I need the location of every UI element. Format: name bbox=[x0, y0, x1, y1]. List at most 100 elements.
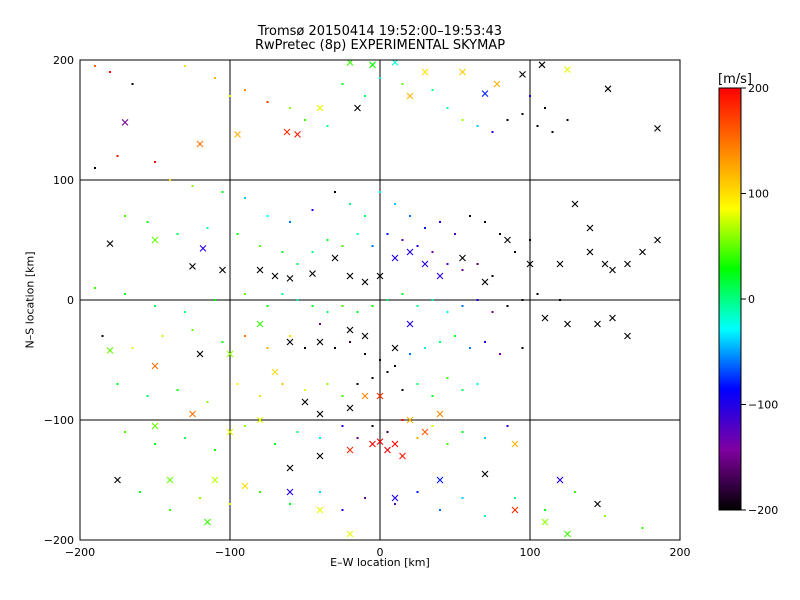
dot-point bbox=[401, 239, 404, 241]
cross-point bbox=[556, 260, 564, 268]
dot-point bbox=[446, 311, 449, 313]
dot-point bbox=[574, 491, 576, 493]
dot-point bbox=[461, 431, 464, 433]
dot-point bbox=[169, 179, 171, 181]
cross-point bbox=[493, 80, 501, 88]
cross-point bbox=[376, 438, 384, 445]
dot-point bbox=[356, 311, 359, 313]
dot-point bbox=[416, 305, 419, 307]
dot-point bbox=[191, 329, 194, 331]
dot-point bbox=[109, 71, 111, 73]
dot-point bbox=[289, 503, 291, 505]
dot-point bbox=[439, 221, 441, 223]
x-tick-label: 100 bbox=[520, 546, 541, 559]
cross-point bbox=[346, 446, 354, 454]
cross-point bbox=[331, 254, 339, 262]
dot-point bbox=[536, 293, 539, 295]
dot-point bbox=[244, 425, 246, 427]
x-axis-label: E–W location [km] bbox=[330, 556, 430, 569]
dot-point bbox=[364, 353, 366, 355]
dot-point bbox=[229, 503, 231, 505]
dot-point bbox=[304, 389, 306, 391]
cross-point bbox=[106, 240, 114, 247]
cross-point bbox=[241, 482, 249, 490]
cross-point bbox=[361, 392, 369, 400]
dot-point bbox=[394, 365, 396, 367]
x-tick-label: −100 bbox=[215, 546, 245, 559]
x-tick-label: −200 bbox=[65, 546, 95, 559]
dot-point bbox=[431, 251, 434, 253]
dot-point bbox=[409, 215, 411, 217]
dot-point bbox=[304, 347, 306, 349]
dot-point bbox=[371, 425, 374, 427]
cross-point bbox=[204, 518, 211, 526]
cross-point bbox=[354, 104, 361, 112]
cross-point bbox=[346, 272, 354, 280]
cross-point bbox=[361, 332, 369, 340]
cross-point bbox=[459, 254, 466, 262]
dot-point bbox=[244, 335, 246, 337]
dot-point bbox=[416, 383, 419, 385]
dot-point bbox=[124, 215, 126, 217]
cross-point bbox=[316, 506, 324, 514]
dot-point bbox=[221, 341, 224, 343]
cross-point bbox=[564, 530, 571, 538]
cross-point bbox=[226, 350, 234, 358]
dot-point bbox=[499, 233, 501, 235]
dot-point bbox=[281, 251, 284, 253]
dot-point bbox=[131, 347, 134, 349]
dot-point bbox=[476, 383, 479, 385]
dot-point bbox=[116, 383, 119, 385]
cross-point bbox=[271, 272, 279, 280]
y-tick-label: 100 bbox=[53, 174, 74, 187]
cross-point bbox=[594, 500, 601, 508]
dot-point bbox=[461, 119, 464, 121]
dot-point bbox=[641, 527, 644, 529]
cross-point bbox=[316, 452, 324, 460]
cross-point bbox=[594, 320, 601, 328]
dot-point bbox=[566, 119, 569, 121]
dot-point bbox=[469, 347, 471, 349]
colorbar-tick-label: −100 bbox=[748, 399, 778, 412]
dot-point bbox=[266, 347, 269, 349]
dot-point bbox=[229, 95, 231, 97]
dot-point bbox=[506, 425, 509, 427]
y-axis-label: N–S location [km] bbox=[23, 251, 37, 349]
cross-point bbox=[316, 104, 324, 112]
dot-point bbox=[446, 107, 449, 109]
dot-point bbox=[184, 311, 186, 313]
cross-point bbox=[384, 446, 391, 454]
dot-point bbox=[146, 395, 149, 397]
cross-point bbox=[391, 494, 399, 502]
dot-point bbox=[236, 383, 239, 385]
dot-point bbox=[356, 233, 359, 235]
dot-point bbox=[386, 371, 389, 373]
dot-point bbox=[371, 245, 374, 247]
dot-point bbox=[184, 65, 186, 67]
dot-point bbox=[244, 293, 246, 295]
dot-point bbox=[424, 227, 426, 229]
dot-point bbox=[431, 89, 434, 91]
cross-point bbox=[121, 119, 129, 126]
dot-point bbox=[454, 233, 456, 235]
dot-point bbox=[341, 425, 344, 427]
cross-point bbox=[406, 416, 414, 424]
cross-point bbox=[369, 440, 376, 448]
dot-point bbox=[401, 419, 404, 421]
cross-point bbox=[609, 314, 616, 322]
dot-point bbox=[491, 275, 494, 277]
dot-point bbox=[506, 305, 509, 307]
cross-point bbox=[151, 236, 159, 244]
dot-point bbox=[311, 251, 314, 253]
dot-point bbox=[356, 383, 359, 385]
dot-point bbox=[521, 113, 524, 115]
dot-point bbox=[514, 251, 516, 253]
data-points bbox=[94, 60, 661, 538]
cross-point bbox=[199, 245, 207, 252]
cross-point bbox=[226, 428, 234, 436]
cross-point bbox=[234, 131, 241, 138]
cross-point bbox=[504, 236, 511, 244]
colorbar-unit-label: [m/s] bbox=[718, 72, 752, 87]
dot-point bbox=[431, 395, 434, 397]
dot-point bbox=[454, 335, 456, 337]
